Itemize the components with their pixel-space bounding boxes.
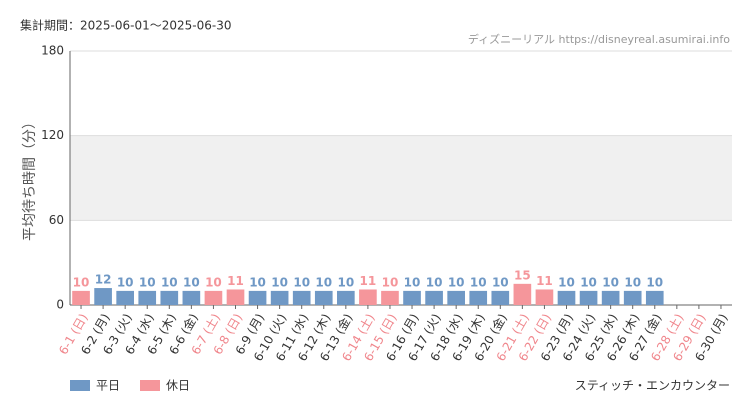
bar: [116, 290, 134, 305]
bar: [469, 290, 488, 305]
value-label: 10: [249, 275, 266, 289]
y-tick-label: 60: [49, 213, 64, 227]
bar: [314, 290, 333, 305]
bar: [557, 290, 576, 305]
bar: [645, 290, 664, 305]
bar: [425, 290, 443, 305]
bar: [381, 290, 399, 305]
bar: [535, 289, 554, 305]
value-label: 10: [205, 275, 222, 289]
value-label: 10: [558, 275, 575, 289]
bar: [226, 289, 245, 305]
bar: [204, 290, 223, 305]
value-label: 10: [271, 275, 288, 289]
bar: [337, 290, 355, 305]
value-label: 10: [470, 275, 487, 289]
value-label: 10: [315, 275, 332, 289]
y-tick-label: 120: [41, 128, 64, 142]
bar: [623, 290, 642, 305]
value-label: 12: [95, 273, 112, 287]
bar: [292, 290, 311, 305]
value-label: 11: [536, 274, 553, 288]
y-tick-label: 0: [56, 298, 64, 312]
value-label: 10: [448, 275, 465, 289]
y-tick-label: 180: [41, 44, 64, 58]
bar: [182, 290, 201, 305]
value-label: 10: [382, 275, 399, 289]
value-label: 10: [139, 275, 156, 289]
value-label: 11: [227, 274, 244, 288]
bar: [513, 283, 532, 305]
value-label: 10: [337, 275, 354, 289]
attraction-name: スティッチ・エンカウンター: [575, 379, 730, 393]
value-label: 10: [404, 275, 421, 289]
bar: [359, 289, 377, 305]
bar: [94, 288, 112, 305]
legend-label: 休日: [166, 379, 190, 393]
value-label: 10: [624, 275, 641, 289]
bar: [491, 290, 510, 305]
value-label: 10: [602, 275, 619, 289]
period: 集計期間：2025-06-01〜2025-06-30: [20, 18, 231, 33]
value-label: 10: [492, 275, 509, 289]
legend-label: 平日: [96, 379, 120, 393]
legend-swatch: [70, 380, 90, 391]
source: ディズニーリアル https://disneyreal.asumirai.inf…: [468, 32, 730, 46]
grid-band: [70, 135, 732, 221]
bar: [579, 290, 598, 305]
legend-swatch: [140, 380, 160, 391]
value-label: 10: [73, 275, 90, 289]
value-label: 11: [360, 274, 377, 288]
bar: [248, 290, 267, 305]
y-axis-label: 平均待ち時間（分）: [22, 115, 38, 241]
value-label: 10: [183, 275, 200, 289]
value-label: 10: [161, 275, 178, 289]
value-label: 10: [426, 275, 443, 289]
bar: [403, 290, 421, 305]
bar: [270, 290, 289, 305]
value-label: 15: [514, 268, 531, 282]
bar: [72, 290, 90, 305]
bar: [160, 290, 179, 305]
value-label: 10: [117, 275, 134, 289]
bar: [601, 290, 620, 305]
bar: [138, 290, 157, 305]
bar: [447, 290, 465, 305]
value-label: 10: [580, 275, 597, 289]
value-label: 10: [646, 275, 663, 289]
value-label: 10: [293, 275, 310, 289]
